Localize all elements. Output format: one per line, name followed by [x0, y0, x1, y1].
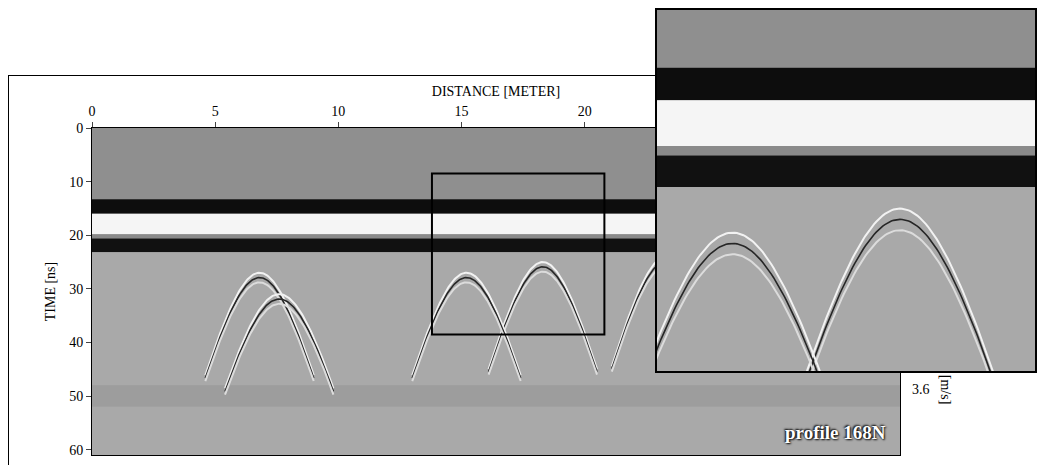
svg-text:40: 40 [69, 335, 83, 350]
svg-text:0: 0 [89, 104, 96, 119]
svg-text:3.6: 3.6 [912, 382, 930, 397]
svg-text:30: 30 [69, 282, 83, 297]
svg-text:15: 15 [455, 104, 469, 119]
svg-text:0: 0 [76, 121, 83, 136]
svg-text:10: 10 [69, 175, 83, 190]
svg-text:5: 5 [212, 104, 219, 119]
svg-text:[m/s]: [m/s] [938, 375, 953, 405]
svg-text:20: 20 [578, 104, 592, 119]
svg-text:50: 50 [69, 389, 83, 404]
svg-text:DISTANCE [METER]: DISTANCE [METER] [432, 84, 560, 99]
svg-text:20: 20 [69, 228, 83, 243]
svg-text:60: 60 [69, 443, 83, 458]
svg-text:profile 168N: profile 168N [785, 422, 886, 443]
svg-text:10: 10 [331, 104, 345, 119]
svg-text:TIME [ns]: TIME [ns] [43, 262, 58, 322]
